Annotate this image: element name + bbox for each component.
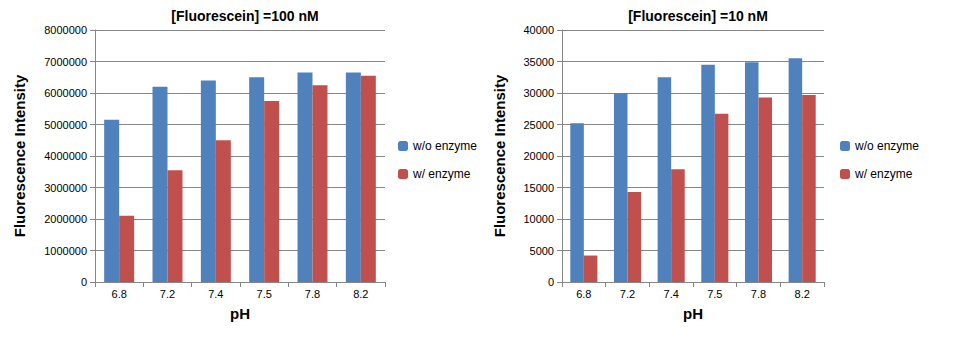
svg-text:5000: 5000 [530, 245, 554, 257]
svg-text:[Fluorescein] =10 nM: [Fluorescein] =10 nM [628, 8, 768, 24]
svg-text:7000000: 7000000 [44, 56, 87, 68]
svg-text:w/ enzyme: w/ enzyme [854, 167, 913, 181]
svg-text:7.8: 7.8 [305, 288, 320, 300]
svg-text:7.2: 7.2 [620, 288, 635, 300]
svg-text:6000000: 6000000 [44, 87, 87, 99]
svg-text:pH: pH [230, 305, 250, 322]
svg-text:w/ enzyme: w/ enzyme [412, 167, 471, 181]
svg-text:20000: 20000 [523, 150, 554, 162]
svg-text:6.8: 6.8 [112, 288, 127, 300]
svg-text:35000: 35000 [523, 56, 554, 68]
svg-text:7.5: 7.5 [707, 288, 722, 300]
svg-text:8000000: 8000000 [44, 24, 87, 36]
svg-text:8.2: 8.2 [795, 288, 810, 300]
svg-text:w/o enzyme: w/o enzyme [412, 139, 477, 153]
svg-text:6.8: 6.8 [576, 288, 591, 300]
svg-text:10000: 10000 [523, 213, 554, 225]
svg-text:40000: 40000 [523, 24, 554, 36]
svg-text:0: 0 [81, 276, 87, 288]
svg-text:7.4: 7.4 [208, 288, 223, 300]
svg-text:Fluorescence Intensity: Fluorescence Intensity [11, 74, 28, 237]
svg-text:3000000: 3000000 [44, 182, 87, 194]
svg-text:w/o enzyme: w/o enzyme [854, 139, 919, 153]
svg-text:15000: 15000 [523, 182, 554, 194]
svg-text:25000: 25000 [523, 119, 554, 131]
svg-text:[Fluorescein] =100 nM: [Fluorescein] =100 nM [171, 8, 318, 24]
svg-text:8.2: 8.2 [353, 288, 368, 300]
svg-text:0: 0 [548, 276, 554, 288]
svg-text:1000000: 1000000 [44, 245, 87, 257]
svg-text:7.8: 7.8 [751, 288, 766, 300]
svg-text:7.4: 7.4 [664, 288, 679, 300]
svg-text:7.2: 7.2 [160, 288, 175, 300]
svg-text:30000: 30000 [523, 87, 554, 99]
svg-text:5000000: 5000000 [44, 119, 87, 131]
svg-text:pH: pH [683, 305, 703, 322]
svg-text:2000000: 2000000 [44, 213, 87, 225]
svg-text:Fluorescence Intensity: Fluorescence Intensity [491, 74, 508, 237]
svg-text:4000000: 4000000 [44, 150, 87, 162]
svg-text:7.5: 7.5 [257, 288, 272, 300]
